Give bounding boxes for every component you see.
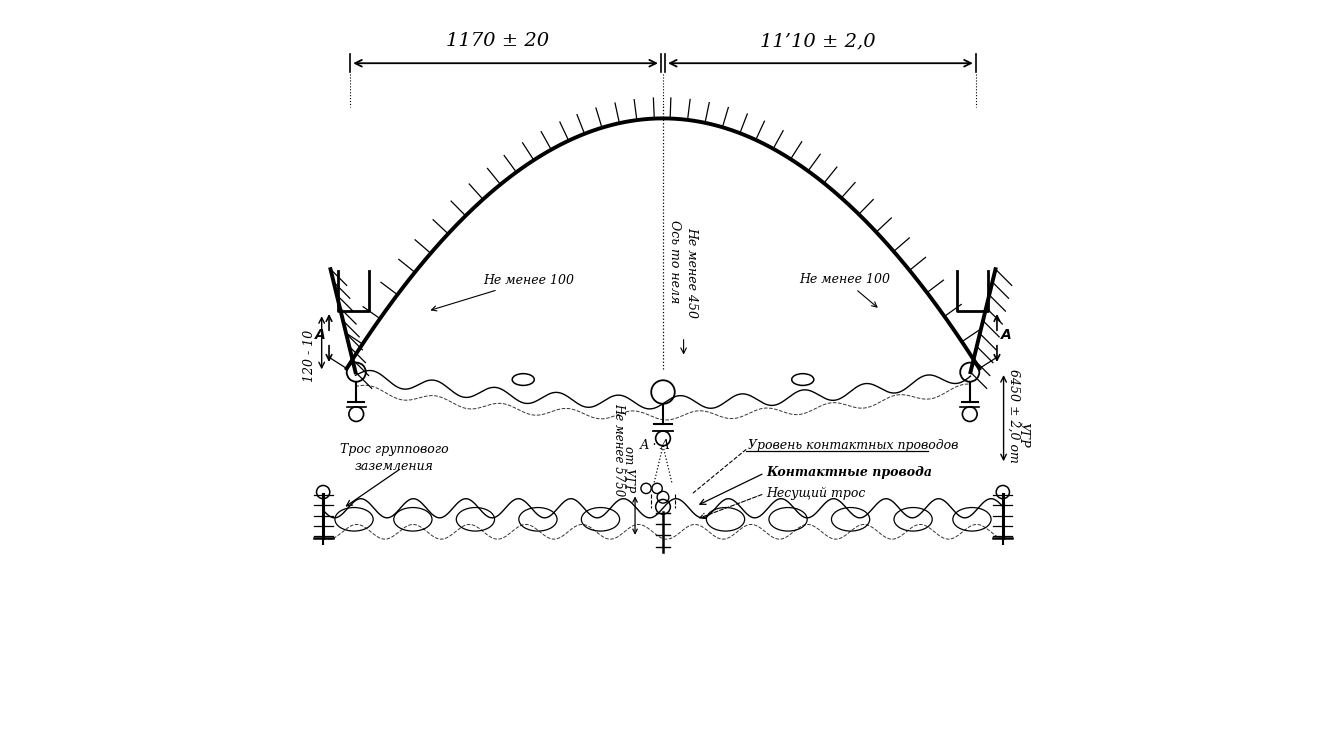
Text: A: A [314,329,326,343]
Text: Не менее 100: Не менее 100 [431,274,574,311]
Text: 120 - 10: 120 - 10 [304,330,317,382]
Text: Контактные провода: Контактные провода [766,467,932,480]
Text: Трос группового
заземления: Трос группового заземления [341,443,448,473]
Text: Ось то неля: Ось то неля [668,220,682,304]
Text: Уровень контактных проводов: Уровень контактных проводов [748,439,957,453]
Text: УГР: УГР [1017,422,1030,447]
Text: 1170 ± 20: 1170 ± 20 [446,32,549,50]
Text: от УГР: от УГР [622,446,635,492]
Text: Не менее 100: Не менее 100 [800,273,890,307]
Text: A: A [1000,329,1012,343]
Text: Несущий трос: Несущий трос [766,487,866,500]
Text: Не менее 450: Не менее 450 [686,228,697,318]
Text: 11’10 ± 2,0: 11’10 ± 2,0 [760,32,875,50]
Text: А · А: А · А [640,439,671,453]
Text: Не менее 5750: Не менее 5750 [613,403,626,496]
Text: 6450 ± 2,0 от: 6450 ± 2,0 от [1008,369,1021,464]
